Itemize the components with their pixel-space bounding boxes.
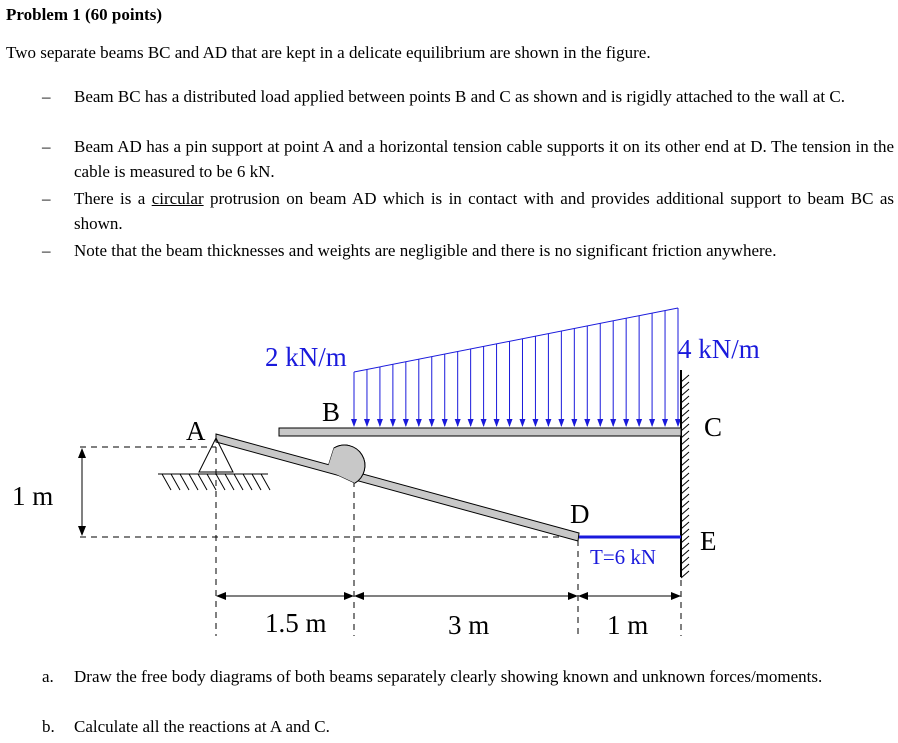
bullet-beam-bc: Beam BC has a distributed load applied b… <box>74 87 845 106</box>
wall-support <box>680 370 690 579</box>
wall-hatch <box>680 374 690 383</box>
wall-hatch <box>680 570 690 579</box>
wall-hatch <box>680 395 690 404</box>
wall-hatch <box>680 514 690 523</box>
wall-hatch <box>680 458 690 467</box>
question-a-label: a. <box>42 667 54 686</box>
point-b-label: B <box>322 397 340 427</box>
ground-hatch <box>179 473 190 491</box>
question-a-text: Draw the free body diagrams of both beam… <box>74 667 823 686</box>
wall-hatch <box>680 472 690 481</box>
wall-hatch <box>680 500 690 509</box>
ground-hatch <box>206 473 217 491</box>
ground-hatch <box>188 473 199 491</box>
dashed-guides <box>80 446 682 636</box>
point-a-label: A <box>186 416 206 446</box>
wall-hatch <box>680 486 690 495</box>
question-b-text: Calculate all the reactions at A and C. <box>74 717 330 736</box>
ground-hatch <box>170 473 181 491</box>
wall-hatch <box>680 451 690 460</box>
ground-hatch <box>251 473 262 491</box>
bullet-beam-ad: Beam AD has a pin support at point A and… <box>74 137 894 181</box>
dim-label-ab: 1.5 m <box>265 608 327 638</box>
wall-hatch <box>680 444 690 453</box>
bullet-dash: – <box>42 87 51 106</box>
ground-hatch <box>233 473 244 491</box>
wall-hatch <box>680 465 690 474</box>
wall-hatch <box>680 479 690 488</box>
bullet-dash: – <box>42 241 51 260</box>
wall-hatch <box>680 563 690 572</box>
bullet-dash: – <box>42 137 51 156</box>
load-right-label: 4 kN/m <box>678 334 760 364</box>
wall-hatch <box>680 437 690 446</box>
bullet-dash: – <box>42 189 51 208</box>
wall-hatch <box>680 409 690 418</box>
bullet-text-pre: There is a <box>74 189 152 208</box>
wall-hatch <box>680 402 690 411</box>
wall-hatch <box>680 388 690 397</box>
ground-hatch <box>215 473 226 491</box>
point-e-label: E <box>700 526 717 556</box>
wall-hatch <box>680 423 690 432</box>
intro-text: Two separate beams BC and AD that are ke… <box>6 43 651 62</box>
wall-hatch <box>680 507 690 516</box>
distributed-load <box>351 307 681 427</box>
ground-hatch <box>197 473 208 491</box>
underlined-word: circular <box>151 189 204 208</box>
dim-label-de: 1 m <box>607 610 648 640</box>
beam-bc <box>278 427 682 437</box>
problem-title: Problem 1 (60 points) <box>6 5 162 24</box>
wall-hatch <box>680 493 690 502</box>
height-dim-label: 1 m <box>12 481 53 511</box>
wall-hatch <box>680 521 690 530</box>
beam-ad <box>215 433 580 542</box>
ground-hatch <box>242 473 253 491</box>
wall-hatch <box>680 416 690 425</box>
bullet-text-post: protrusion on beam AD which is in contac… <box>74 189 894 233</box>
wall-hatch <box>680 549 690 558</box>
wall-hatch <box>680 528 690 537</box>
wall-hatch <box>680 542 690 551</box>
ground-hatch <box>260 473 271 491</box>
tension-label: T=6 kN <box>590 545 656 569</box>
load-envelope <box>353 307 679 373</box>
wall-hatch <box>680 535 690 544</box>
bullet-protrusion: There is a circular protrusion on beam A… <box>74 186 894 236</box>
bullet-note: Note that the beam thicknesses and weigh… <box>74 241 777 260</box>
point-c-label: C <box>704 412 722 442</box>
point-d-label: D <box>570 499 590 529</box>
wall-hatch <box>680 430 690 439</box>
dim-label-bd: 3 m <box>448 610 489 640</box>
question-b-label: b. <box>42 717 55 736</box>
wall-hatch <box>680 381 690 390</box>
pin-support-icon <box>158 436 271 491</box>
load-left-label: 2 kN/m <box>265 342 347 372</box>
wall-hatch <box>680 556 690 565</box>
ground-hatch <box>161 473 172 491</box>
ground-hatch <box>224 473 235 491</box>
